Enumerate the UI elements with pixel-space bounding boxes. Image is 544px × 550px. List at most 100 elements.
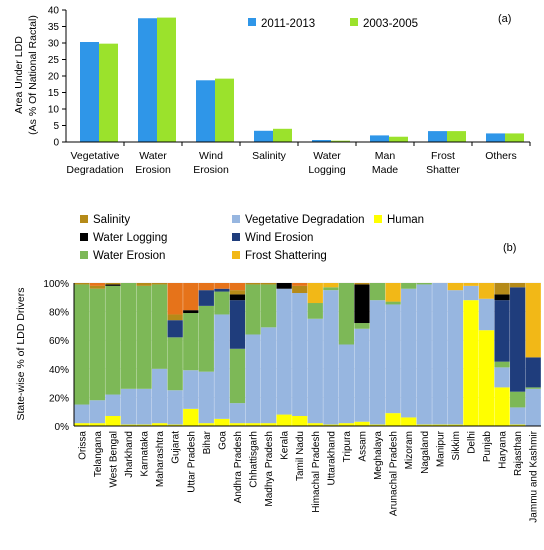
chart-b-legend-swatch: [232, 233, 240, 241]
chart-b-y-label: State-wise % of LDD Drivers: [15, 287, 27, 420]
chart-b-bar-segment: [105, 394, 121, 416]
chart-b-bar-segment: [338, 283, 355, 345]
chart-b-bar-segment: [214, 283, 230, 289]
chart-b-state-label: Mizoram: [404, 431, 415, 469]
chart-a-bar: [273, 128, 292, 142]
chart-a-y-tick-label: 10: [48, 105, 60, 116]
chart-b-bar-segment: [89, 285, 105, 289]
chart-a-bar: [157, 17, 176, 143]
chart-a-bar: [505, 133, 524, 142]
chart-b-bar-segment: [151, 423, 168, 426]
chart-b-bar-segment: [136, 424, 152, 426]
chart-b-y-tick-label: 0%: [55, 422, 70, 433]
chart-b-bar-segment: [105, 415, 121, 426]
chart-b-bar-segment: [183, 408, 199, 426]
chart-a-bar: [428, 131, 447, 142]
chart-b-bar-segment: [105, 285, 121, 395]
chart-b-bar-segment: [478, 330, 495, 426]
chart-b-bar-segment: [136, 283, 152, 286]
chart-b-legend-label: Salinity: [93, 214, 130, 226]
chart-b-state-label: Punjab: [482, 431, 493, 463]
chart-a-bar: [80, 42, 99, 143]
chart-b-panel-label: (b): [503, 242, 516, 254]
chart-b-state-label: Maharashtra: [155, 431, 166, 488]
chart-a-legend-swatch: [248, 18, 256, 26]
chart-a-y-tick-label: 30: [48, 39, 60, 50]
chart-a-y-label-line1: Area Under LDD: [13, 36, 25, 114]
chart-b-bar-segment: [510, 407, 526, 425]
chart-b-state-label: Telangana: [93, 431, 104, 478]
chart-b-y-tick-label: 100%: [43, 279, 69, 290]
chart-b-state-label: Uttar Pradesh: [186, 431, 197, 493]
chart-b-bar-segment: [292, 415, 308, 426]
chart-b-bar-segment: [245, 334, 261, 424]
chart-b-state-label: Jammu and Kashmir: [529, 430, 540, 522]
chart-b-bar-segment: [292, 285, 308, 294]
chart-b-bar-segment: [167, 337, 183, 391]
chart-b-bar-segment: [354, 328, 370, 422]
chart-b-bar-segment: [229, 300, 246, 349]
chart-a-y-tick-label: 0: [53, 138, 59, 149]
chart-a-bar: [331, 140, 350, 142]
chart-b-state-label: Manipur: [435, 430, 446, 467]
chart-b-bar-segment: [198, 290, 214, 306]
chart-b-bar-segment: [229, 290, 246, 295]
chart-b-legend-swatch: [232, 215, 240, 223]
chart-b-bar-segment: [307, 303, 323, 319]
chart-b-bar-segment: [494, 294, 510, 301]
chart-b-y-tick-label: 60%: [49, 336, 69, 347]
chart-a-bar: [99, 43, 118, 142]
chart-a-category-label: Shatter: [426, 164, 460, 176]
chart-a-category-label: Others: [485, 150, 517, 162]
chart-b-bar-segment: [198, 305, 214, 372]
chart-b-bar-segment: [369, 283, 386, 301]
chart-b-bar-segment: [260, 423, 277, 426]
chart-b-legend-label: Water Erosion: [93, 250, 165, 262]
chart-a-y-tick-label: 15: [48, 88, 60, 99]
chart-b-state-label: Arunachal Pradesh: [389, 431, 400, 516]
chart-a-category-label: Man: [375, 150, 396, 162]
chart-b-bar-segment: [151, 368, 168, 424]
chart-b-bar-segment: [525, 387, 541, 389]
chart-a-y-label-line2: (As % Of National Ractal): [27, 15, 39, 135]
chart-b-bar-segment: [260, 284, 277, 328]
chart-a-bar: [389, 136, 408, 142]
chart-b-bar-segment: [167, 320, 183, 338]
chart-b-state-label: West Bengal: [108, 431, 119, 488]
chart-b-bar-segment: [74, 404, 90, 424]
chart-b-state-label: Gujarat: [171, 431, 182, 464]
chart-b-state-label: Tamil Nadu: [295, 431, 306, 481]
chart-b-bar-segment: [214, 288, 230, 292]
chart-b-bar-segment: [525, 357, 541, 388]
chart-b-bar-segment: [494, 300, 510, 362]
chart-a-category-label: Frost: [431, 150, 455, 162]
chart-b-bar-segment: [463, 283, 479, 286]
chart-b-bar-segment: [276, 414, 292, 426]
chart-b-state-label: Assam: [357, 431, 368, 462]
chart-b-state-label: Himachal Pradesh: [311, 431, 322, 513]
chart-b-bar-segment: [214, 291, 230, 315]
chart-b-bar-segment: [214, 314, 230, 419]
chart-a-bar: [370, 135, 389, 142]
chart-b-bar-segment: [307, 423, 323, 426]
chart-b-bar-segment: [354, 323, 370, 329]
chart-b-state-label: Goa: [217, 431, 228, 450]
chart-b-state-label: Kerala: [280, 431, 291, 460]
chart-b: (b) State-wise % of LDD Drivers Salinity…: [15, 214, 541, 523]
chart-b-bar-segment: [245, 283, 261, 285]
chart-b-y-tick-label: 40%: [49, 365, 69, 376]
chart-b-bar-segment: [198, 371, 214, 424]
chart-b-legend-label: Vegetative Degradation: [245, 214, 365, 226]
chart-b-bar-segment: [494, 361, 510, 368]
chart-b-bar-segment: [323, 424, 339, 426]
chart-b-bar-segment: [276, 288, 292, 415]
chart-b-bar-segment: [401, 283, 417, 289]
chart-b-bar-segment: [89, 288, 105, 401]
chart-a-legend-label: 2011-2013: [261, 18, 315, 30]
chart-b-bar-segment: [229, 294, 246, 301]
chart-b-bar-segment: [89, 283, 105, 286]
chart-a-y-tick-label: 5: [53, 121, 59, 132]
chart-b-state-label: Orissa: [77, 431, 88, 460]
chart-b-y-tick-label: 20%: [49, 393, 69, 404]
chart-b-bar-segment: [416, 284, 432, 425]
